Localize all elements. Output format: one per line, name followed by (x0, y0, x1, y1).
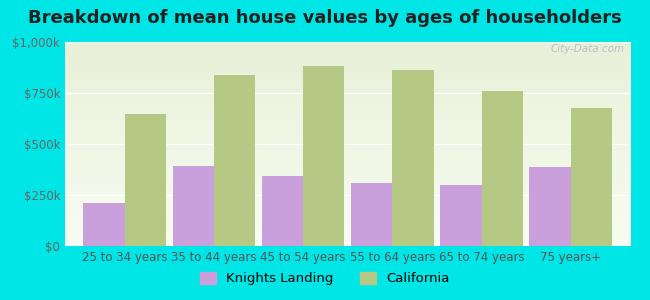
Bar (482, 91, 523, 246)
Bar (440, 185, 482, 246)
Bar (262, 176, 303, 246)
Bar (529, 167, 571, 246)
Bar (303, 67, 345, 246)
Bar (214, 75, 255, 246)
Text: City-Data.com: City-Data.com (551, 44, 625, 54)
Bar (393, 70, 434, 246)
Bar (173, 167, 214, 246)
Bar (571, 108, 612, 246)
Text: Breakdown of mean house values by ages of householders: Breakdown of mean house values by ages o… (28, 9, 622, 27)
Bar (83, 203, 125, 246)
Bar (351, 183, 393, 246)
Legend: Knights Landing, California: Knights Landing, California (195, 266, 455, 290)
Bar (125, 114, 166, 246)
